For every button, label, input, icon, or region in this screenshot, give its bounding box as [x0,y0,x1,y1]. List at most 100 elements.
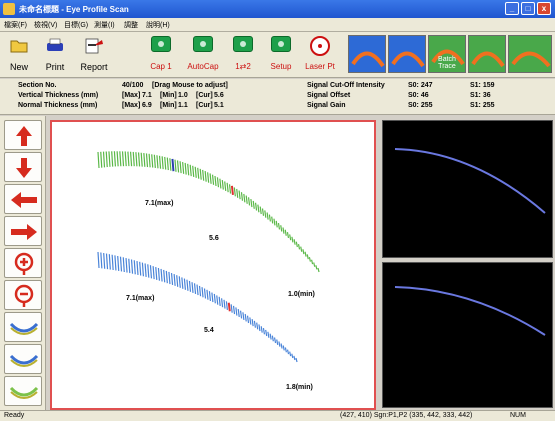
thickness-line [116,151,119,167]
thickness-line [224,181,227,191]
thickness-line [240,192,244,201]
thickness-line [262,327,266,335]
menu-file[interactable]: 檔案(F) [4,22,27,29]
thickness-line [102,151,106,168]
camera-icon [151,36,171,52]
thickness-line [211,292,214,303]
print-button[interactable]: Print [38,34,72,76]
thickness-line [254,202,258,211]
menu-adjust[interactable]: 調整 [124,22,138,29]
menu-view[interactable]: 檢視(V) [34,22,58,29]
thickness-line [315,265,318,270]
setup-button[interactable]: Setup [262,34,300,76]
thickness-line [184,162,187,175]
profile-trace-button-1[interactable] [348,35,386,73]
thickness-line [293,239,296,245]
report-button[interactable]: Report [74,34,114,76]
cap1-label: Cap 1 [150,62,172,71]
signal-offset-label: Signal Offset [307,92,351,99]
thickness-line [108,254,111,270]
profile-curve-icon [351,51,385,68]
thickness-line [161,156,164,170]
thickness-line [238,190,241,200]
thickness-line [143,153,146,167]
close-button[interactable]: x [537,2,551,15]
laser-pointer-button[interactable]: Laser Pt [302,34,338,76]
thickness-line [256,322,259,330]
minimize-button[interactable]: _ [505,2,519,15]
thickness-line [235,307,238,316]
camera-icon [193,36,213,52]
thickness-line [100,252,103,269]
thickness-line [197,167,200,179]
thickness-line [124,151,127,167]
thickness-line [108,151,111,167]
thickness-line [214,175,217,187]
thickness-line [136,260,139,275]
thickness-line [211,174,215,185]
thickness-line [171,158,175,172]
thickness-line [145,153,149,168]
swap-button[interactable]: 1⇄2 [226,34,260,76]
thickness-line [202,169,205,181]
print-label: Print [45,62,65,72]
profile-trace-button-4[interactable] [468,35,506,73]
maximize-button[interactable]: □ [521,2,535,15]
thickness-line [196,284,199,296]
thickness-line [276,339,279,345]
setup-label: Setup [270,62,292,71]
section-value[interactable]: 40/100 [122,82,144,89]
preview-curve [394,286,546,336]
signal-cutoff-s0: S0: 247 [408,82,433,89]
camera-preview-2[interactable] [382,262,553,408]
cur-tag: [Cur] [196,102,213,109]
new-button[interactable]: New [2,34,36,76]
thickness-line [291,353,294,359]
cap1-button[interactable]: Cap 1 [143,34,179,76]
section-label: Section No. [18,82,57,89]
thickness-line [149,265,153,279]
vertical-cur-value: 5.6 [214,92,224,99]
vertical-thickness-label: Vertical Thickness (mm) [18,92,99,99]
camera-preview-1[interactable] [382,120,553,258]
zoom-in-button[interactable] [4,248,42,278]
profile-trace-button-5[interactable] [508,35,552,73]
thickness-line [252,200,255,209]
thickness-line [151,154,154,168]
thickness-line [261,208,265,216]
profile-curve-icon [391,51,425,68]
batch-trace-button[interactable]: Batch Trace [428,35,466,73]
thickness-line [297,244,301,250]
thickness-line [304,251,307,257]
thickness-line [127,151,130,167]
move-left-button[interactable] [4,184,42,214]
move-up-button[interactable] [4,120,42,150]
move-down-button[interactable] [4,152,42,182]
menu-help[interactable]: 說明(H) [146,22,170,29]
menu-target[interactable]: 目標(G) [64,22,89,29]
thickness-line [260,326,263,333]
thickness-line [204,171,207,182]
thickness-line [105,151,108,168]
thickness-line [253,320,257,328]
thickness-line [152,266,155,280]
profile-canvas[interactable]: 7.1(max) 5.6 1.0(min) 7.1(max) 5.4 1.8(m… [50,120,376,410]
profile-trace-button-2[interactable] [388,35,426,73]
profile-style-2-button[interactable] [4,344,42,374]
thickness-line [280,225,283,232]
thickness-line [158,155,162,169]
zoom-out-button[interactable] [4,280,42,310]
autocap-button[interactable]: AutoCap [182,34,224,76]
thickness-line [282,227,285,234]
thickness-line [213,293,216,304]
move-right-button[interactable] [4,216,42,246]
thickness-line [183,278,186,290]
report-icon [85,38,103,54]
profile-style-3-button[interactable] [4,376,42,406]
thickness-line [243,193,246,203]
thickness-line [219,178,222,189]
menu-measure[interactable]: 測量(I) [94,22,115,29]
profile-style-1-button[interactable] [4,312,42,342]
signal-offset-s1: S1: 36 [470,92,491,99]
thickness-line [111,254,114,271]
